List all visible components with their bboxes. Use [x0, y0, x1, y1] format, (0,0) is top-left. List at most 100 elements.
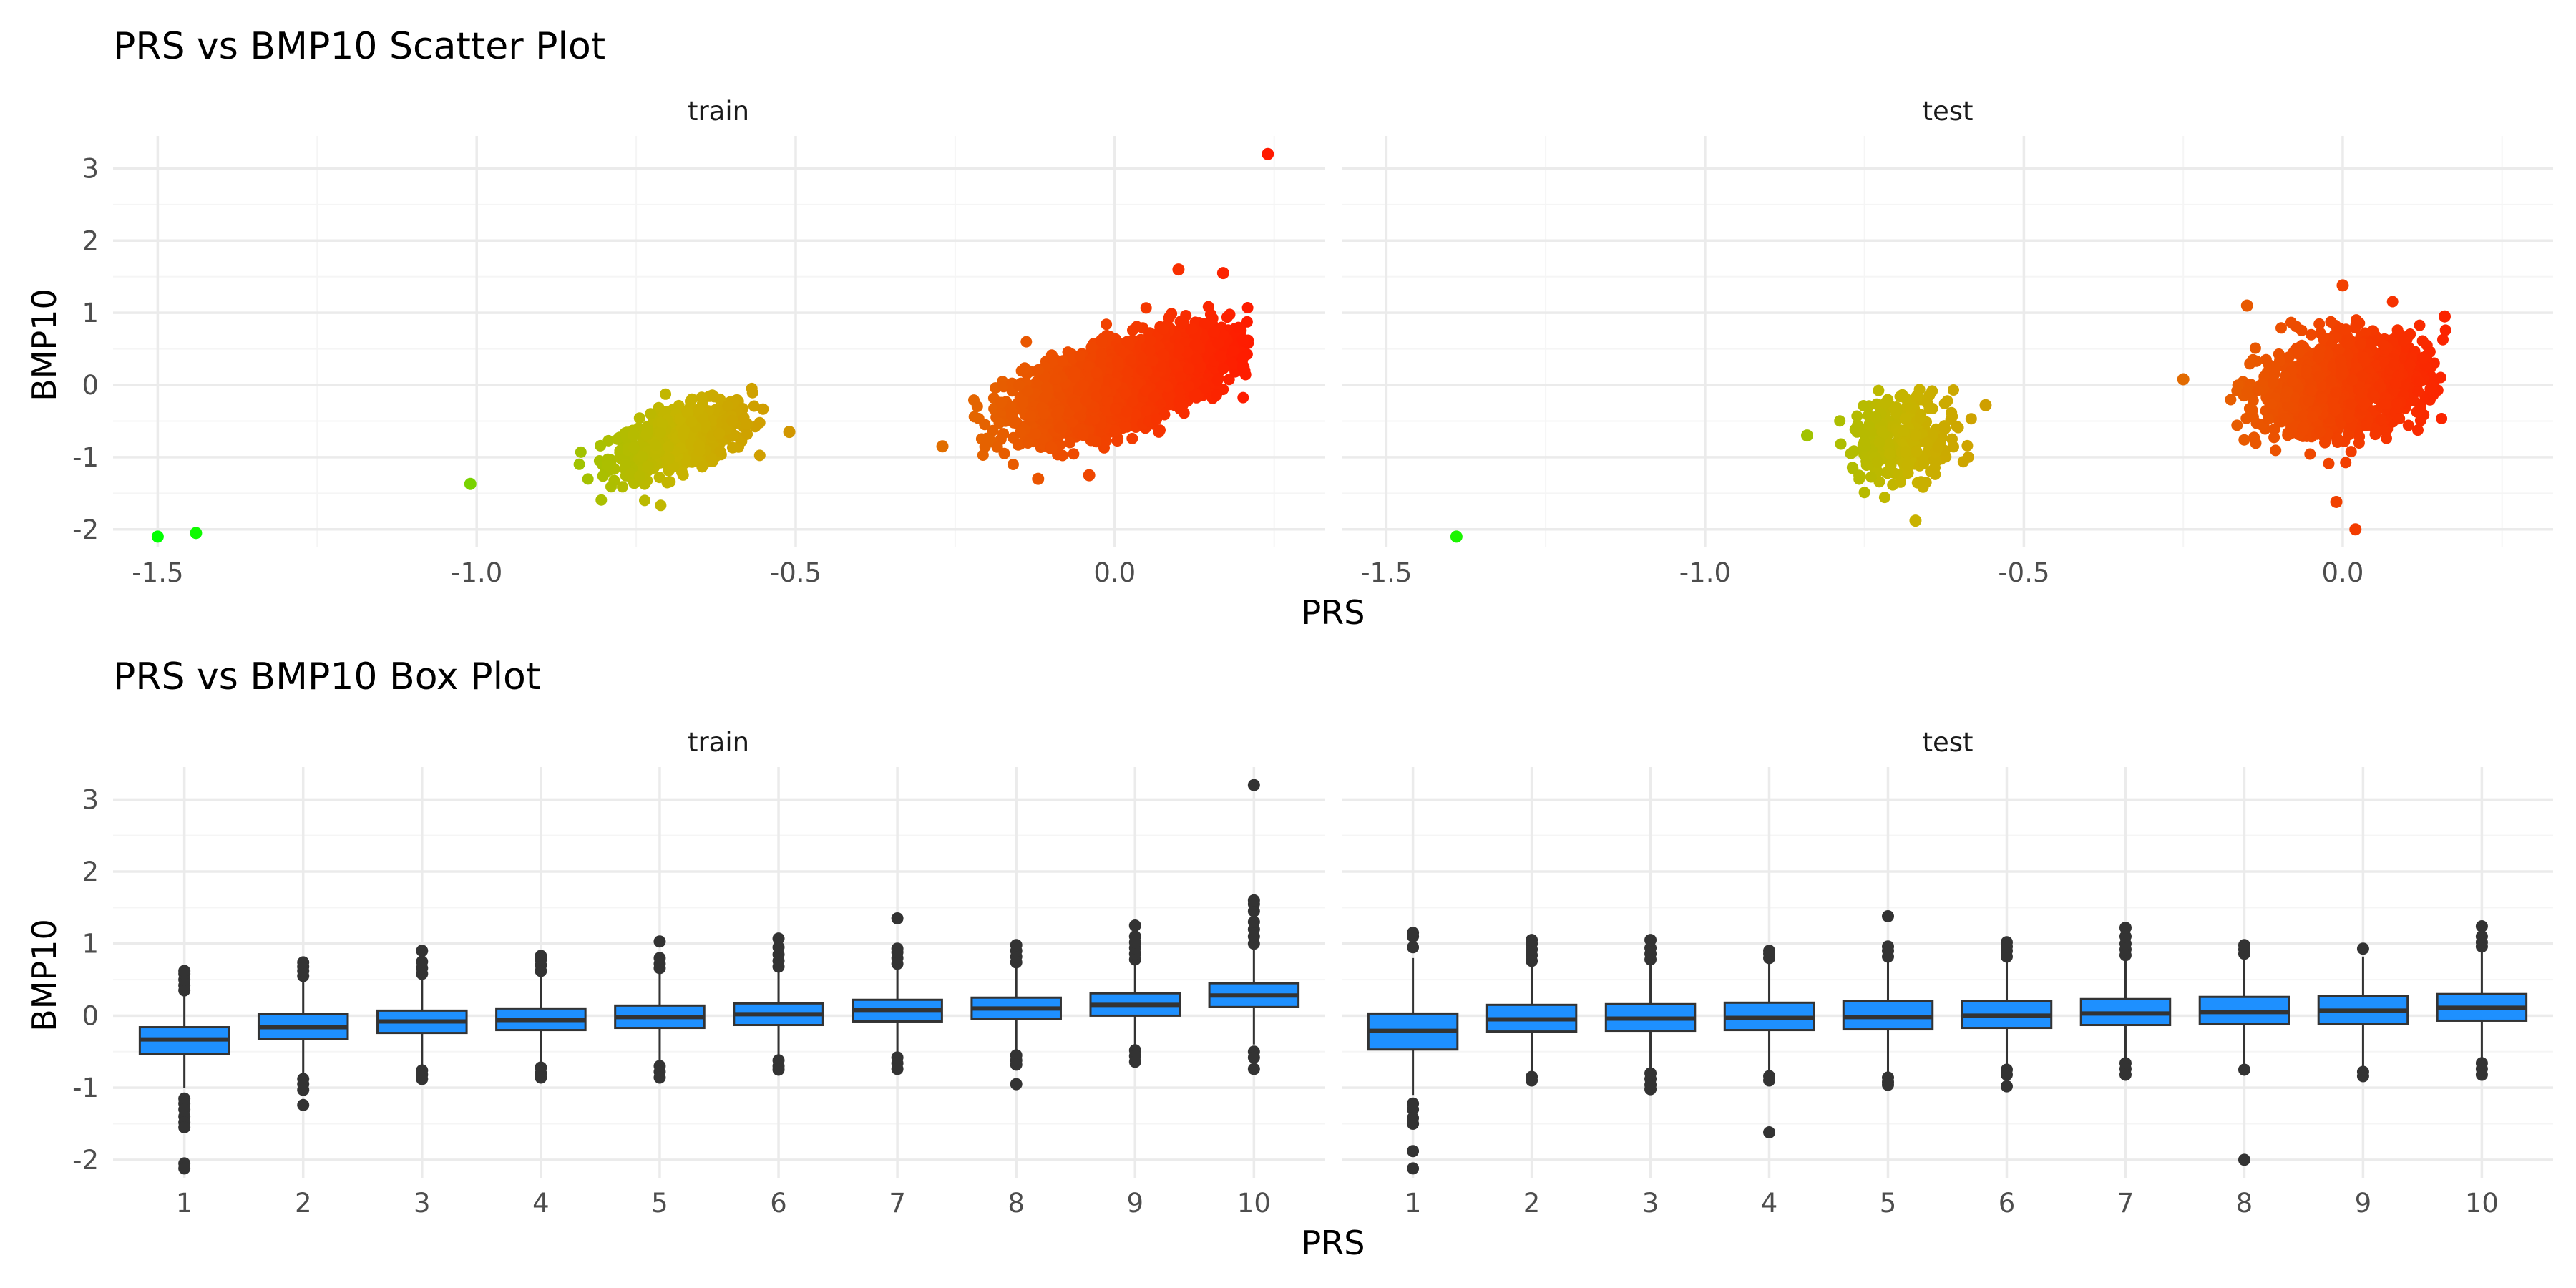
data-point — [1146, 355, 1158, 367]
data-point — [1121, 406, 1133, 418]
data-point — [2377, 338, 2389, 351]
data-point — [1202, 301, 1214, 313]
data-point — [654, 426, 666, 439]
data-point — [1085, 341, 1098, 353]
data-point — [677, 429, 689, 441]
data-point — [1157, 323, 1169, 335]
data-point — [1057, 449, 1068, 462]
data-point — [1040, 390, 1053, 402]
data-point — [714, 445, 726, 457]
data-point — [597, 470, 609, 482]
data-point — [1948, 384, 1959, 396]
data-point — [1057, 355, 1069, 367]
data-point — [1858, 487, 1870, 499]
data-point — [2290, 321, 2302, 333]
data-point — [2439, 324, 2451, 336]
data-point — [696, 461, 708, 473]
scatter-panel-train: train -1.5 -1.0 -0.5 0.0 — [113, 96, 1325, 588]
data-point — [714, 393, 726, 405]
data-point — [1144, 335, 1156, 347]
data-point — [1010, 416, 1022, 428]
data-point — [1121, 336, 1133, 348]
data-point — [753, 449, 766, 462]
data-point — [595, 439, 607, 452]
data-point — [2340, 457, 2352, 469]
data-point — [1236, 333, 1249, 346]
data-point — [1237, 391, 1249, 404]
data-point — [1939, 423, 1951, 435]
data-point — [1921, 397, 1933, 409]
data-point — [1019, 362, 1030, 374]
data-point — [998, 447, 1010, 459]
data-point — [595, 494, 608, 506]
data-point — [1921, 436, 1933, 449]
data-point — [1212, 338, 1224, 350]
data-point — [1131, 377, 1143, 389]
data-point — [993, 417, 1005, 429]
data-point — [1900, 446, 1912, 458]
data-point — [1119, 420, 1131, 432]
data-point — [2414, 401, 2426, 414]
data-point — [1069, 366, 1080, 379]
data-point — [1025, 410, 1037, 422]
data-point — [1965, 413, 1977, 425]
data-point — [661, 477, 673, 489]
data-point — [726, 414, 738, 426]
data-point — [1101, 318, 1113, 331]
data-point — [1109, 403, 1121, 415]
data-point — [1885, 459, 1897, 471]
data-point — [1865, 471, 1877, 483]
data-point — [628, 441, 640, 454]
data-point — [971, 401, 983, 412]
data-point — [2268, 431, 2280, 444]
data-point — [1199, 318, 1211, 329]
data-point — [1074, 350, 1086, 362]
data-point — [1005, 406, 1018, 417]
x-tick-label: -1.5 — [132, 557, 183, 588]
data-point — [1859, 441, 1871, 453]
data-point — [1163, 311, 1176, 323]
x-tick-label: -1.0 — [451, 557, 502, 588]
data-point — [1153, 426, 1165, 438]
data-point — [1172, 263, 1185, 276]
data-point — [1212, 373, 1224, 385]
data-point — [2231, 384, 2243, 396]
data-point — [464, 477, 477, 490]
data-point — [1237, 351, 1249, 364]
data-point — [642, 460, 654, 472]
data-point — [1083, 469, 1096, 482]
data-point — [936, 440, 949, 453]
data-point — [1126, 396, 1138, 408]
data-point — [2305, 328, 2317, 341]
data-point — [1910, 429, 1921, 441]
x-tick-label: -0.5 — [770, 557, 821, 588]
data-point — [1214, 350, 1226, 362]
data-point — [2244, 358, 2256, 370]
data-point — [1017, 397, 1029, 409]
data-point — [1126, 432, 1138, 444]
data-point — [1870, 412, 1882, 424]
data-point — [1209, 326, 1221, 338]
data-point — [2353, 437, 2365, 449]
data-point — [1879, 397, 1891, 409]
data-point — [573, 458, 585, 470]
data-point — [1834, 415, 1846, 427]
data-point — [1232, 321, 1244, 333]
data-point — [2386, 296, 2399, 308]
data-point — [1143, 345, 1156, 356]
data-point — [1914, 412, 1926, 424]
data-point — [2381, 432, 2392, 444]
data-point — [663, 441, 675, 453]
x-tick-label: 0.0 — [1093, 557, 1136, 588]
data-point — [677, 469, 689, 481]
data-point — [617, 481, 628, 493]
data-point — [2249, 342, 2261, 354]
data-point — [1176, 400, 1189, 412]
data-point — [686, 393, 698, 405]
data-point — [1932, 441, 1944, 453]
data-point — [2416, 335, 2429, 347]
data-point — [1111, 435, 1123, 447]
data-point — [1890, 401, 1902, 413]
data-point — [1032, 472, 1045, 485]
data-point — [997, 428, 1010, 440]
